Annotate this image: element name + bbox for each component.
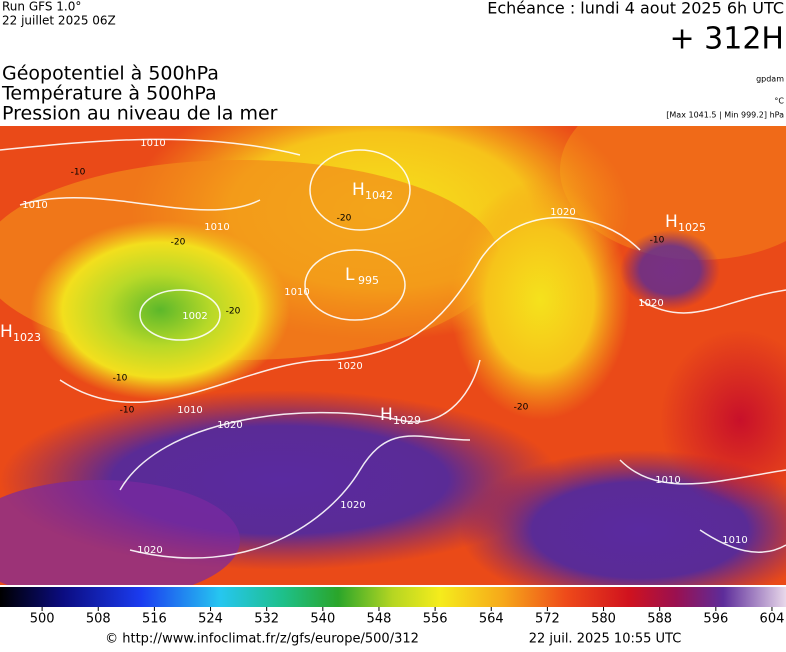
valid-time: Echéance : lundi 4 aout 2025 6h UTC [487, 0, 784, 18]
run: Run GFS 1.0° [2, 0, 81, 14]
footer-source: © http://www.infoclimat.fr/z/gfs/europe/… [105, 632, 419, 647]
unit: °C [774, 97, 784, 106]
colorbar-label: 524 [198, 612, 223, 627]
colorbar-label: 540 [310, 612, 335, 627]
colorbar-label: 508 [86, 612, 111, 627]
pressure-value: 1025 [678, 221, 706, 234]
colorbar-label: 516 [142, 612, 167, 627]
isobar-label: 1020 [217, 420, 242, 431]
field: Géopotentiel à 500hPa [2, 63, 219, 85]
colorbar-label: 604 [760, 612, 785, 627]
temperature-label: -10 [71, 168, 86, 178]
pressure-value: 995 [358, 274, 379, 287]
pressure-value: 1042 [365, 189, 393, 202]
colorbar-label: 556 [423, 612, 448, 627]
pressure-symbol: L [345, 265, 355, 285]
lead-time: + 312H [670, 22, 785, 57]
isobar-label: 1010 [177, 405, 202, 416]
isobar-label: 1020 [550, 207, 575, 218]
isobar-label: 1020 [340, 500, 365, 511]
isobar-label: 1020 [137, 545, 162, 556]
field: Température à 500hPa [1, 83, 217, 105]
colorbar-label: 572 [535, 612, 560, 627]
temperature-label: -20 [226, 307, 241, 317]
temperature-label: -20 [171, 238, 186, 248]
isobar-label: 1020 [337, 361, 362, 372]
isobar-label: 1010 [22, 200, 47, 211]
colorbar-label: 596 [703, 612, 728, 627]
footer-date: 22 juil. 2025 10:55 UTC [529, 632, 682, 647]
isobar-label: 1010 [204, 222, 229, 233]
run-date: 22 juillet 2025 06Z [2, 14, 116, 28]
temperature-label: -20 [514, 403, 529, 413]
colorbar-label: 548 [367, 612, 392, 627]
unit: gpdam [756, 75, 784, 84]
pressure-value: 1023 [13, 331, 41, 344]
colorbar [0, 587, 786, 607]
temperature-label: -20 [337, 214, 352, 224]
isobar-label: 1010 [140, 138, 165, 149]
pressure-symbol: H [665, 212, 678, 232]
field: Pression au niveau de la mer [2, 103, 278, 125]
isobar-label: 1010 [284, 287, 309, 298]
colorbar-label: 564 [479, 612, 504, 627]
unit: [Max 1041.5 | Min 999.2] hPa [666, 111, 784, 120]
temperature-label: -10 [120, 406, 135, 416]
colorbar-label: 532 [254, 612, 279, 627]
pressure-symbol: H [0, 322, 13, 342]
isobar-label: 1010 [655, 475, 680, 486]
colorbar-label: 580 [591, 612, 616, 627]
colorbar-label: 500 [30, 612, 55, 627]
isobar-label: 1010 [722, 535, 747, 546]
map [0, 126, 786, 585]
isobar-label: 1002 [182, 311, 207, 322]
pressure-symbol: H [380, 405, 393, 425]
pressure-value: 1029 [393, 414, 421, 427]
temperature-label: -10 [650, 236, 665, 246]
pressure-symbol: H [352, 180, 365, 200]
isobar-label: 1020 [638, 298, 663, 309]
colorbar-label: 588 [647, 612, 672, 627]
temperature-label: -10 [113, 374, 128, 384]
